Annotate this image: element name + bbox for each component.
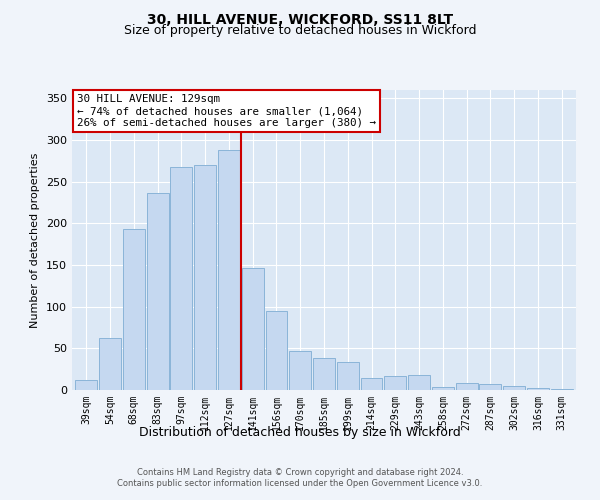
Text: Contains HM Land Registry data © Crown copyright and database right 2024.: Contains HM Land Registry data © Crown c… <box>137 468 463 477</box>
Bar <box>385 376 406 390</box>
Bar <box>266 311 287 390</box>
Bar <box>218 150 240 390</box>
Bar <box>551 389 572 390</box>
Bar <box>432 386 454 390</box>
Bar <box>408 375 430 390</box>
Bar <box>503 386 525 390</box>
Y-axis label: Number of detached properties: Number of detached properties <box>31 152 40 328</box>
Bar <box>76 380 97 390</box>
Bar <box>289 351 311 390</box>
Text: Size of property relative to detached houses in Wickford: Size of property relative to detached ho… <box>124 24 476 37</box>
Text: 30 HILL AVENUE: 129sqm
← 74% of detached houses are smaller (1,064)
26% of semi-: 30 HILL AVENUE: 129sqm ← 74% of detached… <box>77 94 376 128</box>
Bar <box>170 166 192 390</box>
Bar <box>313 358 335 390</box>
Bar <box>527 388 549 390</box>
Bar <box>361 378 382 390</box>
Bar <box>146 194 169 390</box>
Bar <box>123 229 145 390</box>
Bar <box>194 165 216 390</box>
Text: 30, HILL AVENUE, WICKFORD, SS11 8LT: 30, HILL AVENUE, WICKFORD, SS11 8LT <box>147 12 453 26</box>
Bar <box>456 382 478 390</box>
Bar <box>242 268 263 390</box>
Text: Contains public sector information licensed under the Open Government Licence v3: Contains public sector information licen… <box>118 480 482 488</box>
Bar <box>337 362 359 390</box>
Bar <box>479 384 502 390</box>
Text: Distribution of detached houses by size in Wickford: Distribution of detached houses by size … <box>139 426 461 439</box>
Bar <box>99 338 121 390</box>
